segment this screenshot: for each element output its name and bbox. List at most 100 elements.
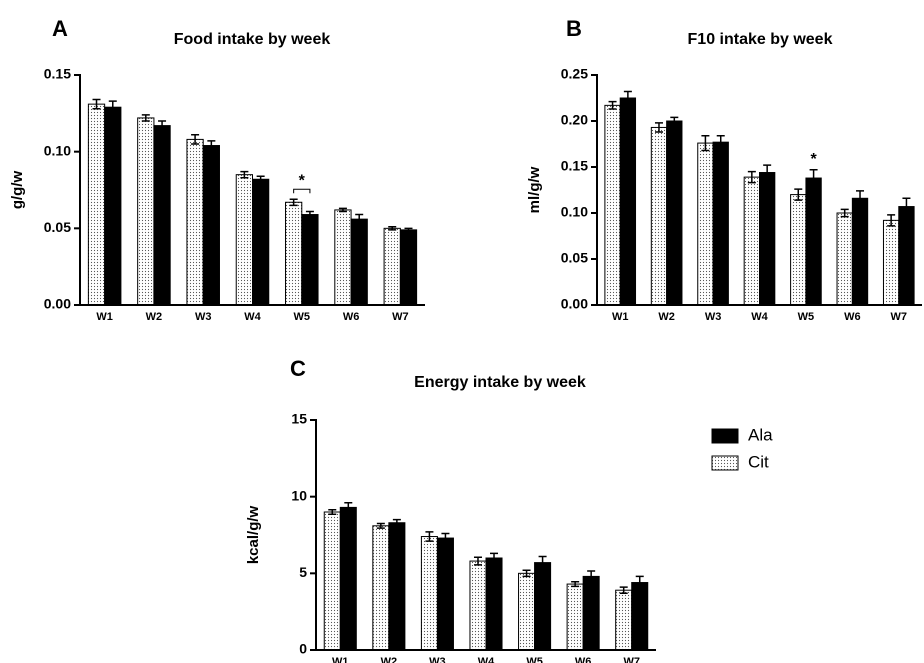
error-bar: [701, 134, 710, 152]
error-bar: [158, 120, 167, 131]
x-tick-label: W4: [478, 656, 495, 663]
error-bar: [328, 508, 337, 516]
y-axis-label: g/g/w: [9, 171, 26, 210]
x-tick-label: W3: [429, 656, 446, 663]
error-bar: [654, 122, 663, 133]
bar: [186, 138, 204, 306]
x-tick-label: W5: [798, 311, 815, 323]
bar: [388, 522, 406, 651]
bar: [619, 97, 637, 306]
y-tick-label: 0.25: [561, 66, 588, 82]
chart-title: F10 intake by week: [688, 31, 833, 48]
y-tick-label: 0.00: [561, 296, 588, 312]
x-tick-label: W4: [244, 311, 261, 323]
bar: [323, 511, 341, 651]
error-bar: [191, 134, 200, 145]
chart-title: Food intake by week: [174, 31, 331, 48]
y-axis-label: ml/g/w: [526, 166, 543, 213]
y-tick-label: 0: [299, 641, 307, 657]
error-bar: [490, 552, 499, 564]
x-tick-label: W4: [751, 311, 768, 323]
y-tick-label: 0.15: [44, 66, 71, 82]
error-bar: [141, 114, 150, 122]
error-bar: [587, 570, 596, 583]
panel-label: A: [52, 16, 68, 41]
error-bar: [108, 100, 117, 115]
bar: [534, 562, 552, 651]
bar: [743, 176, 761, 306]
error-bar: [355, 213, 364, 225]
bar: [518, 572, 536, 651]
error-bar: [344, 502, 353, 513]
y-tick-label: 0.20: [561, 112, 588, 128]
x-tick-label: W6: [844, 311, 861, 323]
bar: [87, 103, 106, 306]
bar: [372, 525, 390, 651]
x-tick-label: W2: [146, 311, 163, 323]
bar: [469, 560, 487, 651]
bar: [436, 537, 454, 651]
error-bar: [670, 116, 679, 126]
x-tick-label: W3: [195, 311, 212, 323]
bar: [631, 582, 649, 651]
bar: [666, 120, 683, 306]
error-bar: [207, 140, 216, 151]
x-tick-label: W3: [705, 311, 722, 323]
error-bar: [809, 169, 818, 188]
y-tick-label: 5: [299, 564, 307, 580]
error-bar: [289, 198, 298, 207]
bar: [153, 125, 171, 306]
error-bar: [623, 90, 632, 106]
bar: [898, 206, 915, 306]
panel-label: B: [566, 16, 582, 41]
y-tick-label: 0.10: [44, 142, 71, 158]
y-tick-label: 0.15: [561, 158, 588, 174]
y-tick-label: 10: [291, 487, 307, 503]
error-bar: [376, 522, 385, 529]
bar: [697, 142, 714, 306]
error-bar: [763, 164, 772, 181]
y-tick-label: 15: [291, 411, 307, 427]
bar: [104, 106, 122, 306]
bar: [851, 197, 869, 306]
bar: [399, 229, 418, 306]
panel-label: C: [290, 356, 306, 381]
x-tick-label: W5: [526, 656, 543, 663]
bar: [235, 174, 254, 306]
y-tick-label: 0.00: [44, 296, 71, 312]
error-bar: [571, 581, 580, 588]
error-bar: [902, 197, 911, 216]
bar: [350, 218, 368, 306]
chart-title: Energy intake by week: [414, 374, 586, 391]
error-bar: [794, 188, 803, 201]
error-bar: [92, 98, 101, 110]
x-tick-label: W7: [392, 311, 409, 323]
bar: [339, 506, 357, 651]
error-bar: [619, 586, 628, 595]
y-tick-label: 0.05: [561, 250, 588, 266]
x-tick-label: W2: [381, 656, 398, 663]
bar: [790, 194, 807, 306]
legend-swatch: [711, 455, 739, 471]
error-bar: [240, 170, 249, 179]
bar: [582, 575, 600, 651]
bar: [334, 209, 352, 306]
error-bar: [256, 175, 265, 184]
bar: [615, 589, 633, 651]
x-tick-label: W5: [294, 311, 311, 323]
y-tick-label: 0.10: [561, 204, 588, 220]
error-bar: [473, 556, 482, 566]
bar: [301, 214, 319, 306]
x-tick-label: W6: [343, 311, 360, 323]
legend-swatch: [711, 428, 739, 444]
x-tick-label: W1: [332, 656, 349, 663]
bar: [836, 212, 853, 306]
bar: [252, 178, 270, 306]
significance-bracket: [293, 188, 311, 194]
bar: [712, 141, 729, 306]
error-bar: [840, 208, 849, 218]
annotation: *: [810, 151, 817, 168]
error-bar: [392, 518, 401, 527]
legend-label: Cit: [748, 452, 769, 471]
